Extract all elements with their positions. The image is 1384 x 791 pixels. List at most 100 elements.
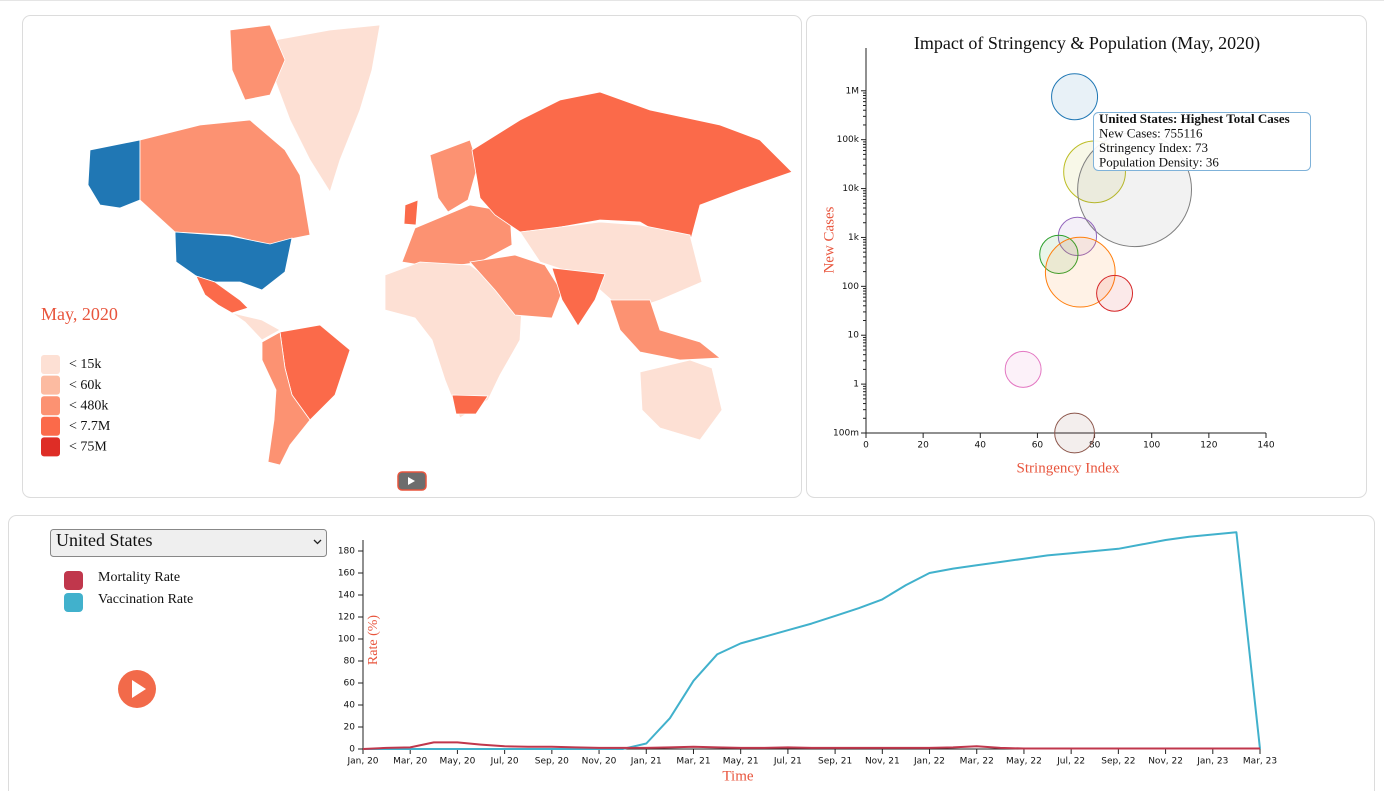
world-map bbox=[87, 24, 793, 466]
country-select[interactable]: United States bbox=[50, 529, 327, 557]
select-caret bbox=[313, 539, 322, 545]
country[interactable] bbox=[139, 119, 311, 246]
line-play-button[interactable] bbox=[118, 670, 156, 708]
play-icon bbox=[408, 477, 415, 485]
country[interactable] bbox=[195, 275, 249, 314]
bubble[interactable] bbox=[1096, 274, 1134, 312]
bubble[interactable] bbox=[1039, 234, 1079, 275]
x-tick-label: 100 bbox=[1143, 441, 1160, 451]
x-tick-label: Nov, 22 bbox=[1148, 757, 1183, 767]
country[interactable] bbox=[403, 199, 419, 226]
y-tick-label: 60 bbox=[344, 679, 356, 689]
y-tick-label: 10k bbox=[842, 184, 859, 194]
y-tick-label: 1M bbox=[846, 86, 860, 96]
x-tick-label: 60 bbox=[1032, 441, 1044, 451]
x-tick-label: Mar, 21 bbox=[676, 757, 710, 767]
x-tick-label: 40 bbox=[975, 441, 987, 451]
map-play-button[interactable] bbox=[397, 471, 427, 491]
y-tick-label: 160 bbox=[338, 569, 355, 579]
x-tick-label: 80 bbox=[1089, 441, 1101, 451]
country[interactable] bbox=[274, 24, 381, 193]
scatter-chart: Impact of Stringency & Population (May, … bbox=[821, 33, 1311, 476]
legend-swatch bbox=[41, 355, 60, 374]
country[interactable] bbox=[401, 204, 513, 269]
x-tick-label: May, 22 bbox=[1006, 757, 1042, 767]
country[interactable] bbox=[261, 331, 311, 466]
country[interactable] bbox=[551, 267, 606, 327]
x-tick-label: Jul, 20 bbox=[490, 757, 519, 767]
x-tick-label: Jul, 21 bbox=[773, 757, 802, 767]
y-tick-label: 180 bbox=[338, 547, 355, 557]
x-tick-label: May, 20 bbox=[440, 757, 476, 767]
bubble[interactable] bbox=[1057, 216, 1098, 257]
series-line bbox=[363, 531, 1261, 750]
country[interactable] bbox=[174, 231, 293, 291]
select-value[interactable]: United States bbox=[56, 530, 153, 550]
legend-swatch[interactable] bbox=[64, 593, 83, 612]
legend-swatch bbox=[41, 396, 60, 416]
bubble[interactable] bbox=[1004, 350, 1042, 388]
legend-label[interactable]: Mortality Rate bbox=[98, 570, 180, 585]
x-tick-label: 140 bbox=[1257, 441, 1274, 451]
country[interactable] bbox=[231, 312, 281, 341]
x-tick-label: Jan, 20 bbox=[346, 757, 378, 767]
x-tick-label: 120 bbox=[1200, 441, 1217, 451]
x-tick-label: Jan, 22 bbox=[913, 757, 945, 767]
y-tick-label: 120 bbox=[338, 613, 355, 623]
tooltip-title: United States: Highest Total Cases bbox=[1099, 111, 1290, 126]
tooltip-line: Stringency Index: 73 bbox=[1099, 140, 1208, 155]
country[interactable] bbox=[451, 394, 489, 415]
chart-title: Impact of Stringency & Population (May, … bbox=[914, 33, 1260, 54]
x-tick-label: May, 21 bbox=[723, 757, 759, 767]
y-tick-label: 10 bbox=[848, 331, 860, 341]
x-tick-label: Mar, 22 bbox=[960, 757, 994, 767]
country[interactable] bbox=[609, 299, 722, 361]
map-legend: < 15k < 60k < 480k < 7.7M < 75M bbox=[41, 355, 111, 457]
y-axis-label: Rate (%) bbox=[366, 615, 381, 665]
bubble[interactable] bbox=[1051, 73, 1099, 121]
legend-label[interactable]: Vaccination Rate bbox=[98, 592, 193, 607]
x-tick-label: Jan, 23 bbox=[1196, 757, 1228, 767]
country[interactable] bbox=[471, 91, 793, 251]
country[interactable] bbox=[469, 254, 563, 319]
country[interactable] bbox=[229, 24, 286, 101]
y-tick-label: 100k bbox=[837, 135, 860, 145]
y-tick-label: 40 bbox=[344, 701, 356, 711]
x-tick-label: Jan, 21 bbox=[630, 757, 662, 767]
x-tick-label: Sep, 20 bbox=[535, 757, 569, 767]
country[interactable] bbox=[639, 359, 723, 441]
x-tick-label: Nov, 20 bbox=[582, 757, 617, 767]
legend-swatch bbox=[41, 375, 60, 395]
legend-swatch bbox=[41, 416, 60, 436]
x-tick-label: Jul, 22 bbox=[1056, 757, 1085, 767]
x-tick-label: Nov, 21 bbox=[865, 757, 900, 767]
x-tick-label: 20 bbox=[917, 441, 929, 451]
country[interactable] bbox=[87, 139, 141, 209]
bubble[interactable] bbox=[1044, 236, 1116, 308]
y-tick-label: 0 bbox=[349, 745, 355, 755]
y-tick-label: 80 bbox=[344, 657, 356, 667]
tooltip-line: New Cases: 755116 bbox=[1099, 125, 1203, 140]
bubble[interactable] bbox=[1054, 412, 1095, 454]
series-line bbox=[362, 741, 1260, 750]
y-tick-label: 140 bbox=[338, 591, 355, 601]
line-panel bbox=[8, 515, 1375, 791]
select-box[interactable] bbox=[50, 529, 327, 557]
line-chart: Time Rate (%) 0 20 40 60 80 100 120 140 160 180 Ja… bbox=[338, 531, 1277, 784]
x-tick-label: Mar, 20 bbox=[393, 757, 427, 767]
y-tick-label: 20 bbox=[344, 723, 356, 733]
tooltip-line: Population Density: 36 bbox=[1099, 154, 1219, 169]
legend-label: < 480k bbox=[69, 398, 108, 413]
y-tick-label: 100 bbox=[338, 635, 355, 645]
country[interactable] bbox=[429, 139, 479, 213]
x-axis-label: Stringency Index bbox=[1017, 460, 1120, 476]
legend-swatch[interactable] bbox=[64, 571, 83, 590]
y-tick-label: 100 bbox=[842, 282, 859, 292]
x-tick-label: 0 bbox=[863, 441, 869, 451]
x-tick-label: Sep, 21 bbox=[818, 757, 852, 767]
tooltip-box bbox=[1093, 112, 1311, 171]
y-axis-label: New Cases bbox=[821, 206, 837, 273]
country[interactable] bbox=[384, 261, 523, 419]
x-axis-label: Time bbox=[722, 768, 753, 784]
